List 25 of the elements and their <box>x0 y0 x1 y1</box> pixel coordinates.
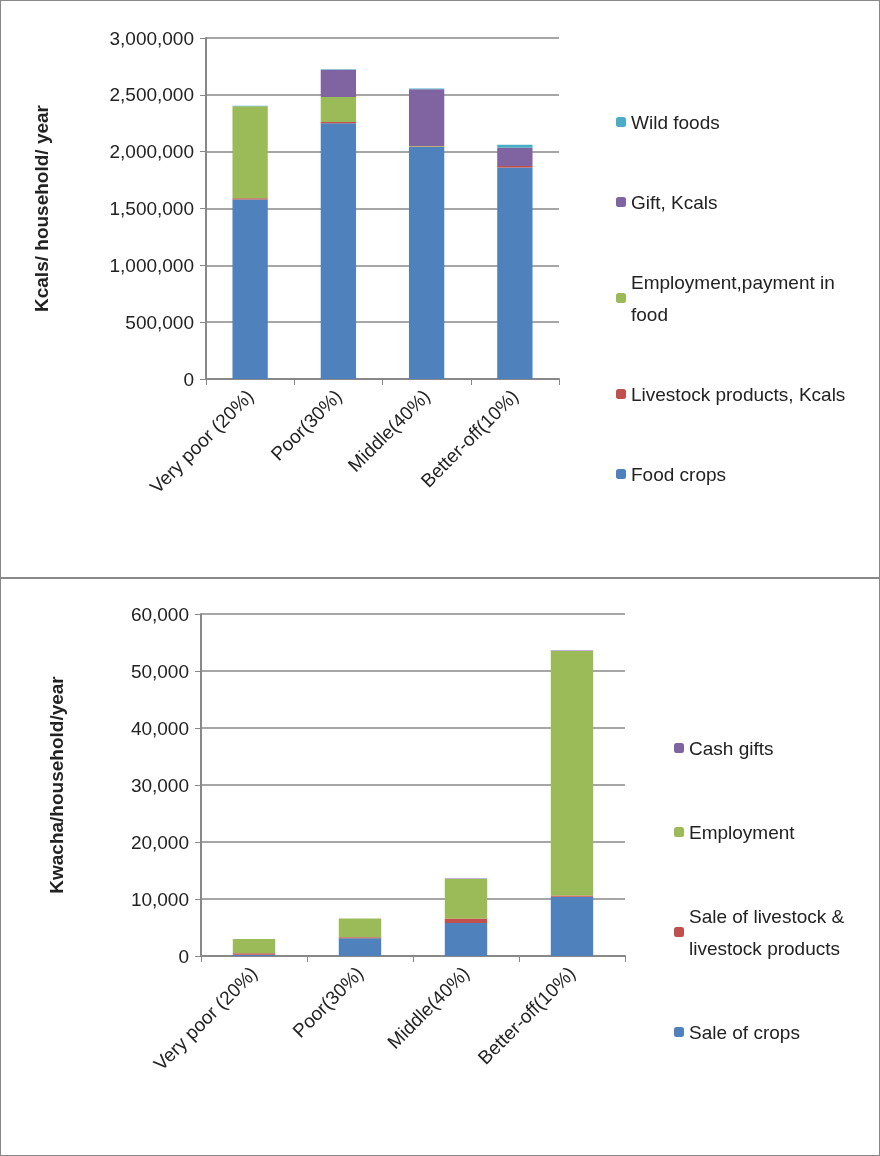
y-tick-label: 500,000 <box>125 311 194 333</box>
y-tick-label: 40,000 <box>130 717 189 739</box>
y-tick-label: 0 <box>183 368 194 390</box>
y-tick-label: 2,000,000 <box>109 141 194 163</box>
y-tick-label: 3,000,000 <box>109 27 194 49</box>
legend-label: Livestock products, Kcals <box>631 383 846 405</box>
legend-label: Wild foods <box>631 111 720 133</box>
y-tick-label: 0 <box>178 945 189 967</box>
legend-label: Cash gifts <box>689 737 774 759</box>
legend-label: Employment <box>689 821 796 843</box>
legend-label: Sale of crops <box>689 1021 800 1043</box>
legend-label: Gift, Kcals <box>631 191 718 213</box>
legend-label: Employment,payment in food <box>631 271 841 325</box>
y-tick-label: 30,000 <box>130 774 189 796</box>
y-axis-title: Kwacha/household/year <box>46 675 67 894</box>
y-tick-label: 2,500,000 <box>109 84 194 106</box>
y-tick-label: 60,000 <box>130 603 189 625</box>
y-axis-title: Kcals/ household/ year <box>31 104 52 312</box>
y-tick-label: 1,500,000 <box>109 198 194 219</box>
y-tick-label: 1,000,000 <box>109 254 194 276</box>
y-tick-label: 10,000 <box>130 888 189 910</box>
y-tick-label: 20,000 <box>130 831 189 853</box>
legend-label: Sale of livestock & livestock products <box>689 905 850 959</box>
legend-label: Food crops <box>631 463 727 485</box>
y-tick-label: 50,000 <box>130 660 189 682</box>
